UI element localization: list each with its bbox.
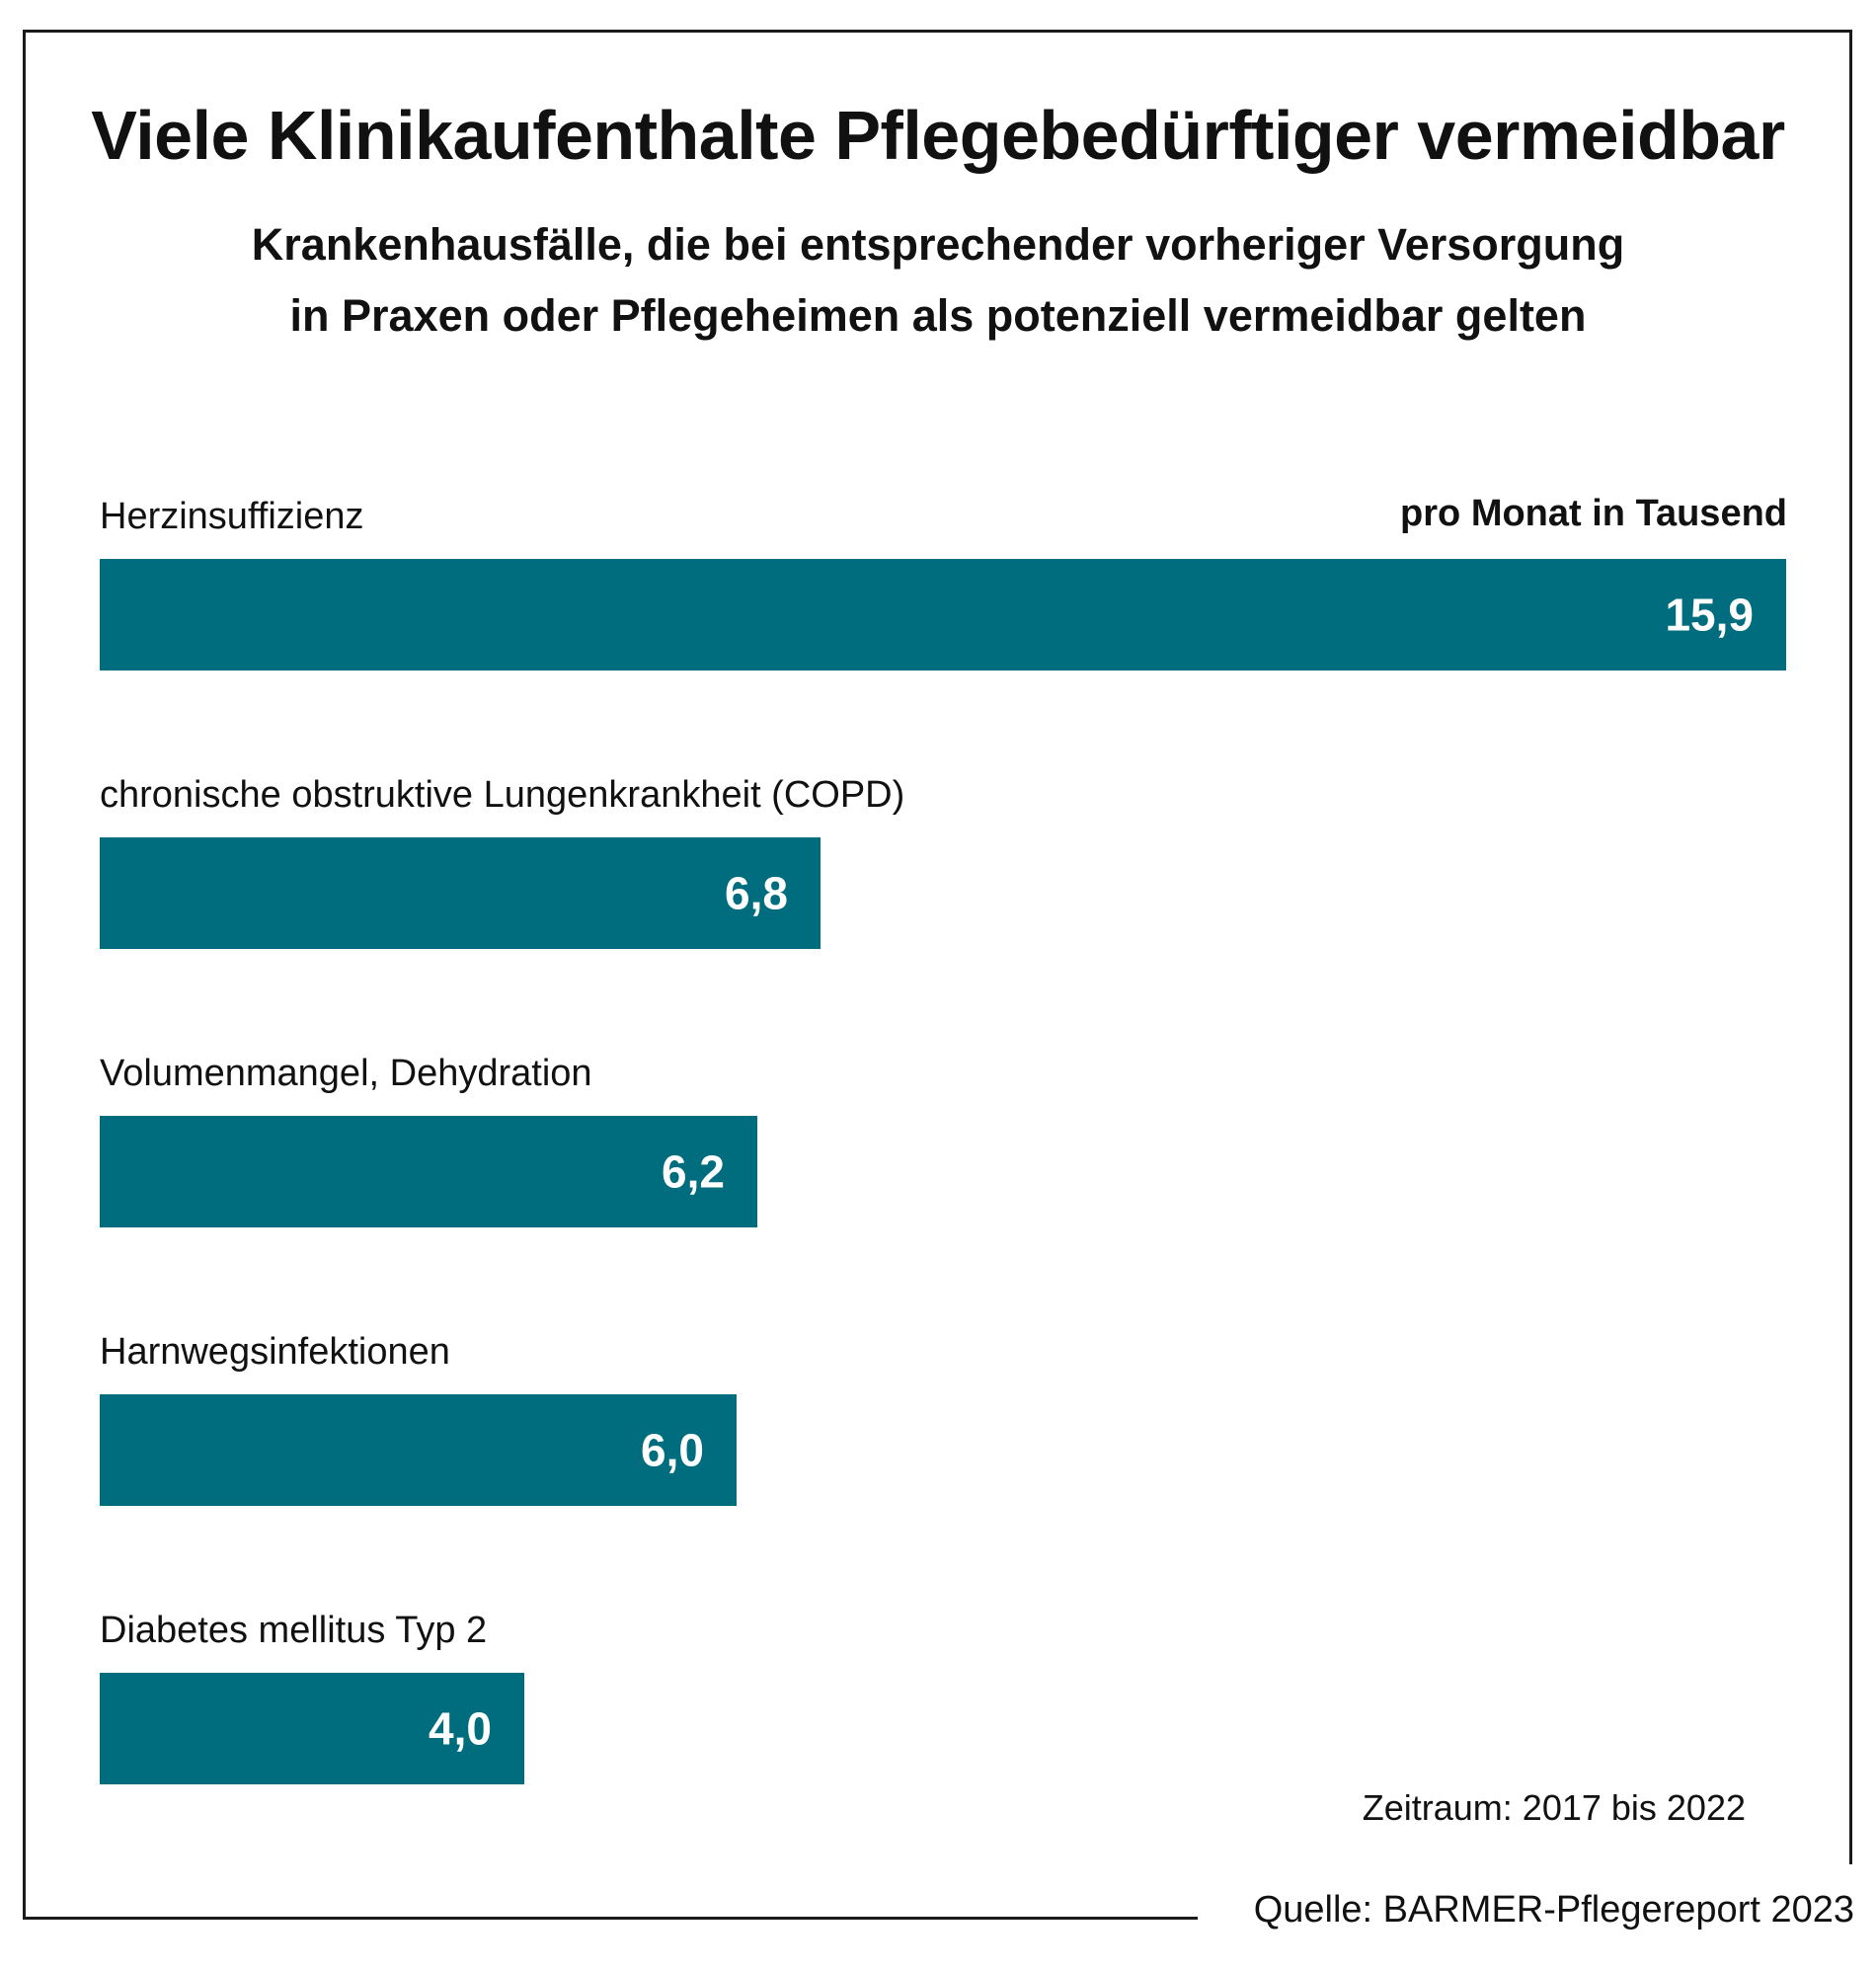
category-label: Volumenmangel, Dehydration xyxy=(100,1053,592,1094)
frame-top-border xyxy=(23,30,1852,33)
source-note: Quelle: BARMER-Pflegereport 2023 xyxy=(1253,1889,1854,1931)
category-label: chronische obstruktive Lungenkrankheit (… xyxy=(100,774,904,816)
bar xyxy=(100,837,821,949)
category-label: Harnwegsinfektionen xyxy=(100,1331,450,1373)
bar xyxy=(100,1394,737,1506)
frame-bottom-border xyxy=(23,1917,1198,1920)
value-label: 4,0 xyxy=(429,1703,492,1755)
frame-left-border xyxy=(23,30,26,1920)
value-label: 6,2 xyxy=(662,1146,725,1198)
bar xyxy=(100,1116,757,1227)
value-label: 15,9 xyxy=(1665,590,1754,641)
unit-label: pro Monat in Tausend xyxy=(1400,493,1787,534)
value-label: 6,0 xyxy=(641,1425,704,1476)
period-note: Zeitraum: 2017 bis 2022 xyxy=(1362,1787,1746,1828)
subtitle-line-2: in Praxen oder Pflegeheimen als potenzie… xyxy=(289,290,1587,341)
chart-title: Viele Klinikaufenthalte Pflegebedürftige… xyxy=(91,97,1785,174)
category-label: Herzinsuffizienz xyxy=(100,496,364,537)
frame-right-border xyxy=(1849,30,1852,1864)
value-label: 6,8 xyxy=(725,868,788,919)
bar xyxy=(100,1673,524,1784)
bar xyxy=(100,559,1786,670)
category-label: Diabetes mellitus Typ 2 xyxy=(100,1610,487,1651)
subtitle-line-1: Krankenhausfälle, die bei entsprechender… xyxy=(251,219,1625,270)
chart-subtitle: Krankenhausfälle, die bei entsprechender… xyxy=(0,209,1876,352)
